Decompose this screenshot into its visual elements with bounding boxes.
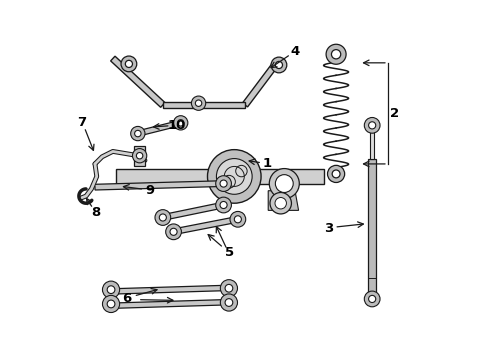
Text: 1: 1 [263,157,272,170]
Circle shape [192,96,206,111]
Polygon shape [111,56,165,107]
Circle shape [220,294,238,311]
Circle shape [275,198,287,209]
Text: 7: 7 [77,116,86,129]
Circle shape [230,211,245,227]
Circle shape [166,224,181,240]
Circle shape [225,299,233,306]
Circle shape [275,175,293,193]
Circle shape [102,296,120,312]
Circle shape [132,149,147,163]
Circle shape [125,60,132,67]
Text: 8: 8 [91,206,100,219]
Circle shape [159,214,167,221]
Circle shape [177,120,184,126]
Circle shape [364,291,380,307]
Circle shape [368,122,376,129]
Polygon shape [162,202,224,220]
Circle shape [220,202,227,208]
Circle shape [207,150,261,203]
Circle shape [107,300,115,308]
Circle shape [331,50,341,59]
Text: 5: 5 [225,246,235,258]
Circle shape [220,180,227,187]
Polygon shape [252,169,323,184]
Polygon shape [243,60,280,107]
Circle shape [135,130,141,137]
Polygon shape [368,158,376,293]
Polygon shape [134,146,145,166]
Circle shape [275,62,283,68]
Circle shape [121,56,137,72]
Polygon shape [268,191,298,210]
Text: 9: 9 [146,184,155,197]
Polygon shape [163,102,245,108]
Circle shape [107,286,115,293]
Circle shape [216,197,231,213]
Circle shape [270,193,292,214]
Polygon shape [111,300,229,309]
Circle shape [217,158,252,194]
Circle shape [327,165,344,183]
Text: 6: 6 [122,292,132,305]
Circle shape [271,57,287,73]
Polygon shape [111,285,229,294]
Polygon shape [173,216,239,235]
Polygon shape [95,181,223,190]
Polygon shape [117,169,213,184]
Circle shape [216,176,231,192]
Circle shape [102,281,120,298]
Circle shape [332,170,340,178]
Circle shape [368,296,376,302]
Circle shape [155,210,171,225]
Polygon shape [137,120,181,136]
Text: 10: 10 [168,119,186,132]
Polygon shape [370,132,374,158]
Circle shape [196,100,202,107]
Circle shape [136,153,143,159]
Circle shape [173,116,188,130]
Circle shape [225,284,233,292]
Circle shape [364,117,380,133]
Circle shape [270,168,299,199]
Text: 4: 4 [291,45,300,58]
Circle shape [131,126,145,141]
Circle shape [220,280,238,297]
Circle shape [234,216,242,223]
Circle shape [170,228,177,235]
Circle shape [326,44,346,64]
Text: 3: 3 [324,222,334,235]
Text: 2: 2 [390,107,399,120]
